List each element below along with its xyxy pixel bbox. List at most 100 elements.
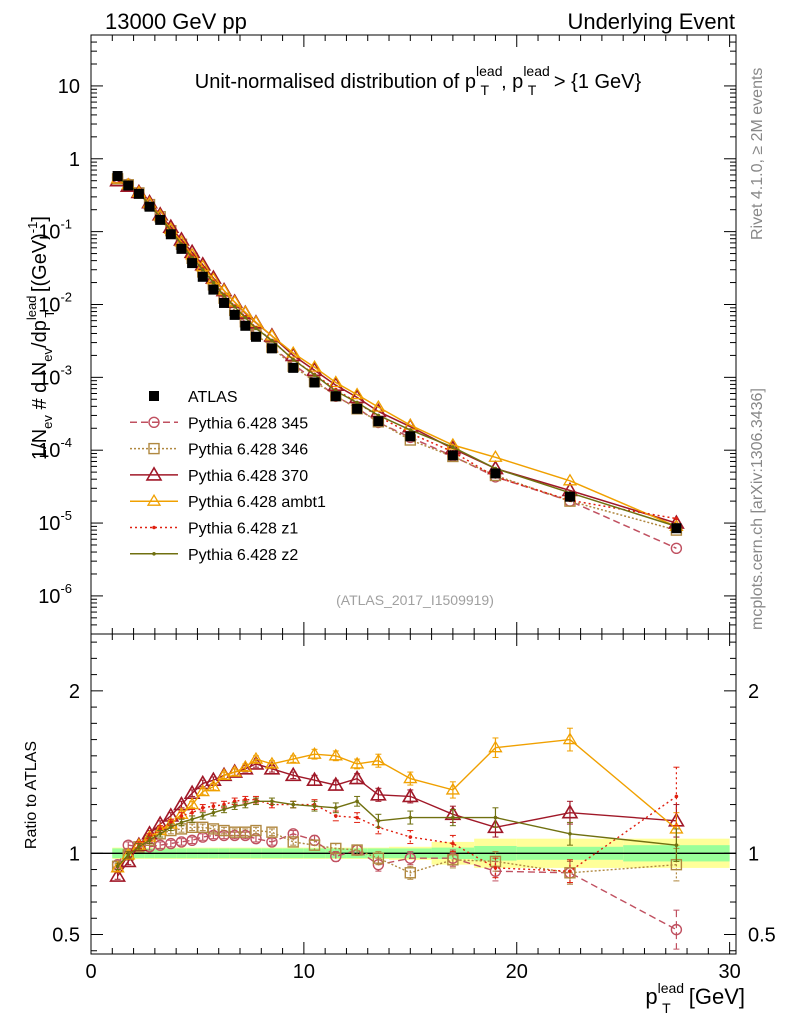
ratio-point-p345 <box>186 834 198 846</box>
ratio-y-tick-label-left: 1 <box>69 843 80 865</box>
ratio-point-p345 <box>330 850 342 863</box>
ratio-point-z1 <box>211 804 216 808</box>
ratio-series-z2 <box>114 795 680 871</box>
main-point-ambt1 <box>286 345 301 358</box>
main-y-tick-label-base: 10 <box>38 586 60 608</box>
ratio-point-z2 <box>137 844 141 849</box>
main-point-ambt1 <box>488 449 503 462</box>
ratio-point-z1 <box>493 866 498 870</box>
main-point-z2 <box>211 280 216 285</box>
ratio-point-z2 <box>232 804 237 808</box>
header-energy: 13000 GeV pp <box>105 9 247 34</box>
ratio-point-z1 <box>232 799 237 804</box>
legend-entry: Pythia 6.428 345 <box>130 415 308 432</box>
main-point-atlas <box>208 284 219 295</box>
ratio-point-z2 <box>190 817 194 821</box>
main-point-z2 <box>408 428 413 432</box>
main-point-z2 <box>222 293 226 298</box>
ratio-point-p346 <box>447 854 459 866</box>
main-y-tick-label: 10-2 <box>38 289 72 316</box>
main-point-ambt1 <box>562 473 578 486</box>
ratio-point-p345 <box>175 836 188 848</box>
main-y-tick-label: 10-1 <box>38 217 72 244</box>
main-point-atlas <box>564 491 575 502</box>
main-point-ambt1 <box>371 399 386 412</box>
ratio-point-z1 <box>568 869 572 873</box>
ratio-y-tick-label-left: 0.5 <box>52 925 80 947</box>
main-point-z2 <box>254 326 258 331</box>
xlabel-sub: T <box>662 1000 671 1016</box>
ratio-point-z1 <box>674 794 679 799</box>
ratio-point-p346 <box>250 824 262 837</box>
main-point-z2 <box>232 304 237 309</box>
main-point-atlas <box>229 309 240 320</box>
legend-marker <box>146 493 162 506</box>
main-point-atlas <box>240 320 251 331</box>
ratio-point-ambt1 <box>371 753 386 766</box>
main-point-atlas <box>133 188 144 199</box>
legend-marker <box>148 416 160 428</box>
ylabel-a-sub: ev <box>40 415 55 429</box>
ylabel-d-sup: -1 <box>25 222 40 234</box>
ratio-x-tick-label: 20 <box>506 961 528 983</box>
ratio-point-z2 <box>568 831 572 836</box>
ratio-point-p345 <box>670 923 683 936</box>
legend-marker <box>148 442 160 455</box>
main-point-z2 <box>270 338 274 343</box>
ratio-point-p370 <box>561 804 579 819</box>
main-y-tick-label-base: 10 <box>38 367 60 389</box>
ratio-point-z1 <box>190 810 194 815</box>
ratio-point-z2 <box>376 819 381 823</box>
ratio-point-ambt1 <box>206 779 221 792</box>
ylabel-b: # d N <box>29 362 51 415</box>
ratio-point-z2 <box>254 799 258 804</box>
main-y-tick-label: 1 <box>69 149 80 171</box>
main-y-tick-label: 10-3 <box>38 362 72 389</box>
main-point-ambt1 <box>307 359 322 372</box>
main-point-atlas <box>490 468 501 479</box>
legend-marker <box>145 466 163 481</box>
main-point-atlas <box>123 180 134 191</box>
main-point-atlas <box>197 271 208 282</box>
main-point-atlas <box>330 391 341 402</box>
ratio-point-ambt1 <box>121 847 136 860</box>
ratio-point-z2 <box>169 825 173 830</box>
ratio-point-z2 <box>147 838 152 843</box>
ratio-point-z1 <box>179 814 184 818</box>
title-mid: , p <box>501 71 523 93</box>
ratio-point-p345 <box>372 858 385 871</box>
ratio-point-z2 <box>312 804 317 808</box>
ratio-point-ambt1 <box>227 764 242 777</box>
main-y-tick-label-exp: -1 <box>60 217 72 232</box>
ratio-point-z2 <box>355 799 359 804</box>
ratio-point-z2 <box>493 815 498 820</box>
main-point-z2 <box>355 400 359 405</box>
ratio-point-p370 <box>369 786 387 801</box>
ratio-point-p346 <box>351 844 363 856</box>
ratio-point-z2 <box>115 864 120 869</box>
main-series-line-p345 <box>117 177 677 549</box>
ratio-point-z1 <box>451 841 455 846</box>
main-point-atlas <box>155 214 166 225</box>
title-prefix: Unit-normalised distribution of p <box>195 71 476 93</box>
ratio-point-z1 <box>408 835 413 839</box>
ratio-point-ambt1 <box>488 740 503 753</box>
ratio-point-p370 <box>284 766 302 782</box>
main-y-tick-label: 10-5 <box>38 508 72 535</box>
ratio-point-p370 <box>109 867 127 882</box>
legend-label: Pythia 6.428 ambt1 <box>188 494 326 511</box>
legend-marker <box>152 525 156 530</box>
ratio-point-ambt1 <box>248 751 264 764</box>
legend-marker <box>149 391 159 401</box>
ratio-point-z2 <box>334 806 338 810</box>
ratio-point-p370 <box>119 852 137 868</box>
ratio-x-tick-label: 30 <box>718 961 740 983</box>
legend-marker <box>152 552 156 556</box>
main-y-tick-label-exp: -2 <box>60 289 72 304</box>
main-point-atlas <box>219 297 230 308</box>
ratio-point-p370 <box>401 787 419 803</box>
ratio-point-z1 <box>200 806 205 810</box>
main-point-atlas <box>373 416 384 427</box>
ratio-point-z2 <box>126 853 131 857</box>
